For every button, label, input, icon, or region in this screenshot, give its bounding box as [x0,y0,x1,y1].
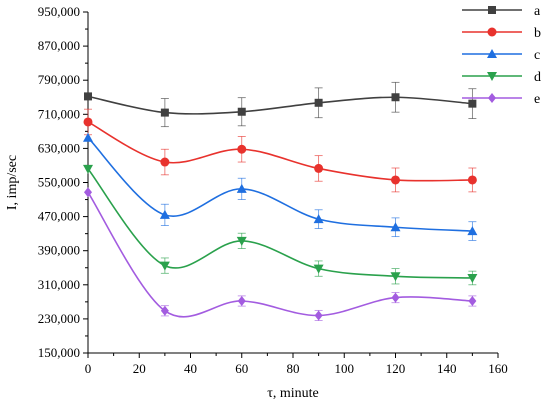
y-tick-label: 310,000 [38,277,80,292]
series-line [87,95,473,115]
series-line [87,168,473,279]
series-b [83,108,477,193]
data-point [236,236,247,246]
data-point [159,209,170,219]
data-point [467,226,478,236]
x-axis-ticks: 0 20 40 60 80 100 120 140 160 [85,353,508,376]
y-tick-label: 630,000 [38,140,80,155]
series-layer [83,81,478,322]
data-point [487,49,497,58]
data-point [488,93,496,103]
legend-label: e [534,92,540,107]
legend-label: b [534,26,541,41]
legend-item-a: a [462,4,541,19]
data-point [391,93,400,102]
y-tick-label: 870,000 [38,38,80,53]
data-point [83,164,93,174]
x-tick-label: 160 [488,361,508,376]
y-tick-label: 470,000 [38,209,80,224]
data-point [487,72,497,81]
series-e [84,187,477,322]
y-tick-label: 150,000 [38,345,80,360]
x-tick-label: 60 [235,361,248,376]
legend-item-d: d [462,70,541,85]
series-line [87,191,473,318]
data-point [488,6,496,14]
y-tick-label: 230,000 [38,311,80,326]
x-tick-label: 100 [335,361,355,376]
x-tick-label: 0 [85,361,92,376]
data-point [237,144,247,154]
data-point [467,273,478,283]
data-point [390,272,401,282]
data-point [237,107,246,116]
data-point [160,108,169,117]
x-tick-label: 40 [184,361,197,376]
series-line [87,137,473,232]
y-tick-label: 710,000 [38,106,80,121]
x-tick-label: 20 [133,361,146,376]
data-point [468,295,477,306]
data-point [467,175,477,185]
legend-label: c [534,48,540,63]
data-point [160,305,169,316]
legend-label: a [534,4,541,19]
data-point [390,222,401,232]
data-point [391,175,400,185]
data-point [237,295,246,306]
data-point [313,214,324,224]
y-axis-ticks: 150,000 230,000 310,000 390,000 470,000 550,0… [38,4,88,360]
data-point [84,187,92,198]
series-line [87,121,473,182]
y-tick-label: 550,000 [38,175,80,190]
legend-item-b: b [462,26,541,41]
data-point [314,163,324,173]
data-point [391,292,400,303]
legend-item-e: e [462,92,540,107]
series-c [83,132,478,241]
x-axis-label: τ, minute [267,386,319,401]
x-tick-label: 140 [437,361,457,376]
data-point [313,264,324,274]
data-point [236,183,247,193]
legend-label: d [534,70,541,85]
data-point [487,27,497,37]
data-point [83,132,93,142]
y-tick-label: 390,000 [38,243,80,258]
y-tick-label: 790,000 [38,72,80,87]
data-point [314,310,323,321]
legend-item-c: c [462,48,540,63]
x-tick-label: 80 [287,361,300,376]
data-point [314,98,323,107]
data-point [159,261,170,271]
data-point [84,92,92,101]
data-point [468,99,477,108]
y-tick-label: 950,000 [38,4,80,19]
series-a [84,81,477,128]
series-d [83,164,478,286]
axes [87,12,498,354]
x-tick-label: 120 [386,361,406,376]
y-axis-label: I, imp/sec [5,155,20,210]
data-point [83,117,93,127]
data-point [160,157,170,167]
